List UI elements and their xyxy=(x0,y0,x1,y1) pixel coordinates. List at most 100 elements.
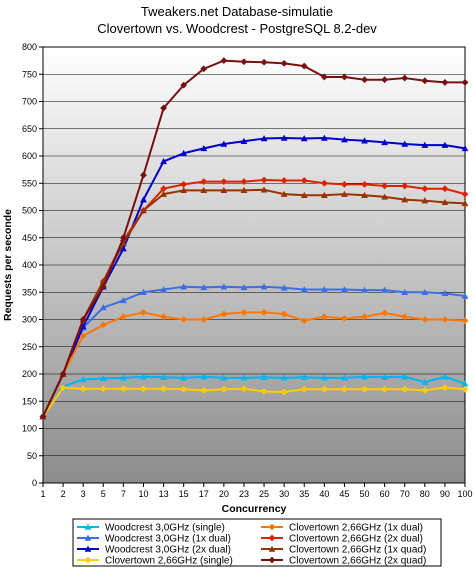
legend-item: Clovertown 2,66GHz (1x dual) xyxy=(261,523,423,534)
x-tick-label: 50 xyxy=(360,489,370,499)
data-point xyxy=(320,134,328,141)
data-point xyxy=(180,385,188,393)
data-point xyxy=(200,186,208,194)
legend-label: Clovertown 2,66GHz (2x quad) xyxy=(289,556,426,567)
data-point xyxy=(421,316,429,323)
series-line xyxy=(42,311,466,417)
data-point xyxy=(220,186,228,194)
data-point xyxy=(99,374,107,382)
data-point xyxy=(361,373,368,380)
data-point xyxy=(421,197,429,204)
x-tick-label: 15 xyxy=(179,489,189,499)
data-point xyxy=(200,386,208,394)
data-point xyxy=(260,176,268,184)
data-point xyxy=(280,388,288,396)
legend-box xyxy=(72,518,442,567)
data-point xyxy=(119,385,127,393)
series-line xyxy=(42,375,466,418)
x-tick-label: 17 xyxy=(199,489,209,499)
data-point xyxy=(300,62,308,70)
data-point xyxy=(180,180,188,188)
data-point xyxy=(300,286,308,293)
series-layer xyxy=(39,57,469,420)
data-point xyxy=(140,207,147,214)
data-point xyxy=(79,316,87,323)
data-point xyxy=(180,81,188,89)
data-point xyxy=(361,191,368,198)
data-point xyxy=(441,79,449,86)
data-point xyxy=(361,385,368,393)
data-point xyxy=(401,140,409,147)
data-point xyxy=(260,373,268,380)
x-tick-label: 80 xyxy=(420,489,430,499)
legend-swatch-marker xyxy=(268,523,276,531)
data-point xyxy=(260,58,268,66)
legend-item: Woodcrest 3,0GHz (single) xyxy=(77,523,225,534)
data-point xyxy=(99,321,107,329)
data-point xyxy=(441,316,449,323)
data-point xyxy=(200,144,208,152)
data-point xyxy=(300,317,308,324)
data-point xyxy=(180,374,188,381)
data-point xyxy=(280,190,288,197)
data-point xyxy=(461,317,469,324)
legend-item: Woodcrest 3,0GHz (1x dual) xyxy=(77,534,231,545)
legend-swatch-marker xyxy=(268,534,276,542)
y-tick-label: 300 xyxy=(22,315,37,325)
data-point xyxy=(59,370,67,378)
data-point xyxy=(160,158,167,165)
data-point xyxy=(441,141,449,148)
y-tick-label: 100 xyxy=(22,424,37,434)
data-point xyxy=(140,196,147,203)
legend-item: Clovertown 2,66GHz (single) xyxy=(77,556,233,567)
data-point xyxy=(280,284,288,291)
data-point xyxy=(461,79,469,86)
data-point xyxy=(461,380,469,387)
data-point xyxy=(260,309,268,316)
y-axis-label: Requests per seconde xyxy=(2,209,14,321)
data-point xyxy=(240,178,248,186)
data-point xyxy=(461,144,469,152)
data-point xyxy=(220,385,228,393)
data-point xyxy=(461,200,469,207)
legend-swatch-marker xyxy=(84,523,92,530)
data-point xyxy=(220,57,228,65)
legend-item: Woodcrest 3,0GHz (2x dual) xyxy=(77,545,231,556)
series-line xyxy=(42,285,466,417)
data-point xyxy=(140,373,147,380)
y-tick-label: 650 xyxy=(22,124,37,134)
x-tick-label: 45 xyxy=(339,489,349,499)
data-point xyxy=(341,73,348,81)
data-point xyxy=(180,149,188,156)
data-point xyxy=(99,385,107,393)
data-point xyxy=(401,196,409,203)
data-point xyxy=(280,59,288,67)
y-tick-label: 550 xyxy=(22,178,37,188)
data-point xyxy=(160,313,167,321)
series-4 xyxy=(39,384,469,420)
series-line xyxy=(42,59,465,417)
data-point xyxy=(421,386,429,394)
data-point xyxy=(461,385,469,393)
x-tick-label: 20 xyxy=(219,489,229,499)
x-tick-label: 23 xyxy=(239,489,249,499)
data-point xyxy=(240,374,248,381)
data-point xyxy=(320,179,328,187)
legend-swatch-marker xyxy=(268,556,276,564)
y-tick-label: 450 xyxy=(22,233,37,243)
data-point xyxy=(361,286,368,293)
grid-lines xyxy=(43,73,465,457)
legend-label: Clovertown 2,66GHz (single) xyxy=(105,556,233,567)
data-point xyxy=(119,234,127,242)
data-point xyxy=(200,178,208,186)
y-tick-label: 750 xyxy=(22,69,37,79)
legend-label: Woodcrest 3,0GHz (1x dual) xyxy=(105,534,231,545)
data-point xyxy=(320,313,328,321)
data-point xyxy=(441,373,449,380)
data-point xyxy=(361,313,368,321)
x-tick-label: 40 xyxy=(319,489,329,499)
data-point xyxy=(341,385,348,393)
x-tick-label: 25 xyxy=(259,489,269,499)
x-tick-label: 1 xyxy=(40,489,45,499)
y-tick-label: 50 xyxy=(27,451,37,461)
